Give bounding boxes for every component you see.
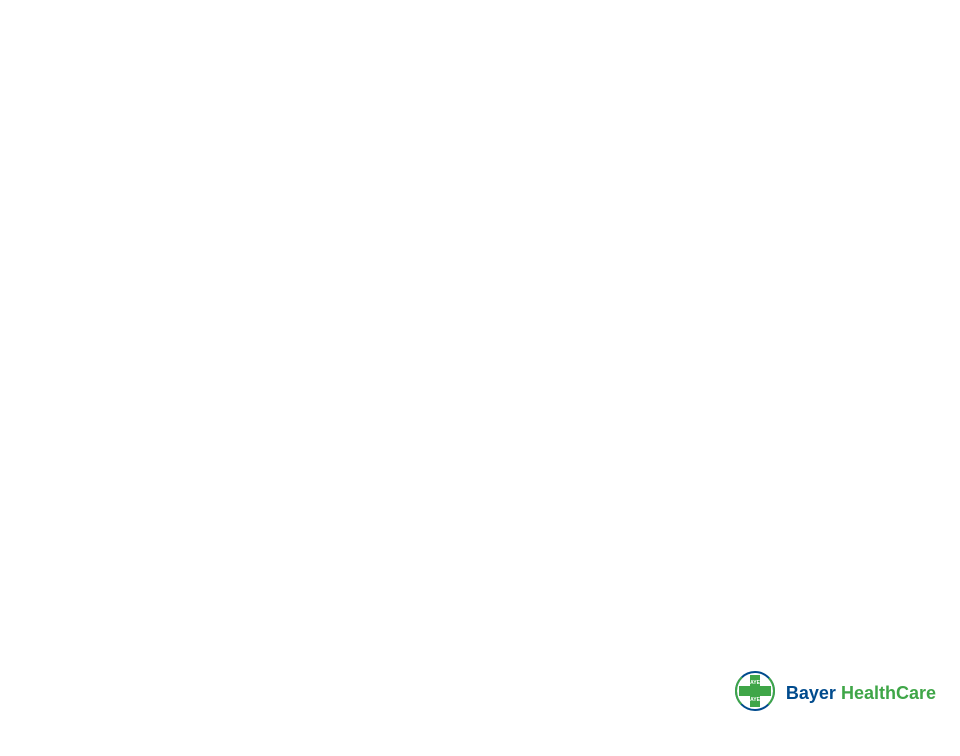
svg-text:BAYER: BAYER: [746, 697, 763, 703]
logo-line1: Bayer HealthCare: [786, 683, 936, 703]
svg-text:BAYER: BAYER: [746, 680, 763, 686]
bayer-cross-icon: BAYER BAYER: [735, 671, 775, 716]
bayer-logo-block: BAYER BAYER Bayer HealthCare: [735, 671, 936, 716]
line-chart: [0, 0, 960, 756]
